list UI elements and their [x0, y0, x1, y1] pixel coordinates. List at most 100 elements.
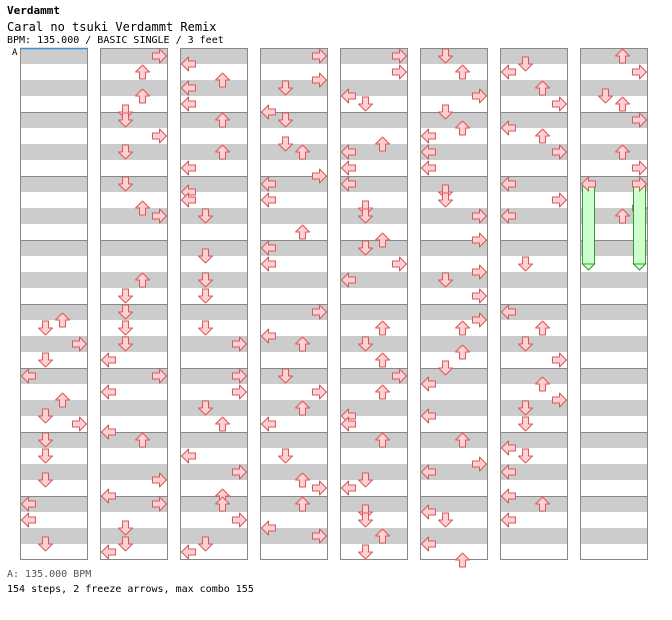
- chart-summary: 154 steps, 2 freeze arrows, max combo 15…: [7, 584, 254, 595]
- beat-stripe: [260, 432, 328, 448]
- beat-stripe: [180, 208, 248, 224]
- beat-stripe: [420, 176, 488, 192]
- beat-stripe: [20, 400, 88, 416]
- step-arrow-down: [38, 536, 53, 552]
- beat-stripe: [500, 496, 568, 512]
- beat-stripe: [340, 496, 408, 512]
- chart-column: [580, 48, 648, 560]
- step-arrow-down: [198, 320, 213, 336]
- step-arrow-up: [215, 72, 230, 88]
- beat-stripe: [580, 144, 648, 160]
- beat-stripe: [100, 48, 168, 64]
- step-arrow-left: [181, 80, 196, 96]
- step-arrow-down: [518, 416, 533, 432]
- step-arrow-right: [472, 312, 487, 328]
- beat-stripe: [420, 496, 488, 512]
- beat-stripe: [180, 432, 248, 448]
- step-arrow-up: [535, 320, 550, 336]
- step-arrow-down: [438, 48, 453, 64]
- beat-stripe: [100, 368, 168, 384]
- step-arrow-left: [341, 272, 356, 288]
- step-arrow-left: [21, 512, 36, 528]
- step-arrow-up: [375, 320, 390, 336]
- step-arrow-up: [375, 136, 390, 152]
- step-arrow-down: [118, 336, 133, 352]
- beat-stripe: [420, 240, 488, 256]
- step-arrow-left: [261, 520, 276, 536]
- step-arrow-up: [615, 96, 630, 112]
- freeze-arrow-body: [633, 183, 646, 265]
- beat-stripe: [420, 112, 488, 128]
- step-arrow-left: [101, 488, 116, 504]
- step-arrow-left: [261, 192, 276, 208]
- step-arrow-down: [38, 448, 53, 464]
- step-arrow-left: [341, 416, 356, 432]
- step-arrow-up: [455, 120, 470, 136]
- beat-stripe: [180, 272, 248, 288]
- beat-stripe: [340, 208, 408, 224]
- step-arrow-right: [472, 88, 487, 104]
- beat-stripe: [500, 368, 568, 384]
- beat-stripe: [580, 208, 648, 224]
- step-arrow-right: [312, 48, 327, 64]
- step-arrow-right: [632, 64, 647, 80]
- beat-stripe: [340, 176, 408, 192]
- step-arrow-left: [341, 176, 356, 192]
- step-arrow-left: [181, 448, 196, 464]
- beat-stripe: [180, 368, 248, 384]
- step-arrow-left: [341, 144, 356, 160]
- beat-stripe: [260, 240, 328, 256]
- chart-column: [180, 48, 248, 560]
- beat-stripe: [340, 144, 408, 160]
- beat-stripe: [260, 112, 328, 128]
- step-arrow-left: [261, 176, 276, 192]
- step-arrow-right: [552, 192, 567, 208]
- beat-stripe: [180, 240, 248, 256]
- beat-stripe: [180, 304, 248, 320]
- step-arrow-up: [455, 432, 470, 448]
- step-arrow-right: [152, 48, 167, 64]
- step-arrow-right: [232, 512, 247, 528]
- beat-stripe: [260, 80, 328, 96]
- step-arrow-left: [181, 160, 196, 176]
- step-arrow-down: [118, 288, 133, 304]
- beat-stripe: [420, 464, 488, 480]
- step-arrow-left: [261, 328, 276, 344]
- beat-stripe: [260, 368, 328, 384]
- step-arrow-up: [375, 352, 390, 368]
- beat-stripe: [20, 528, 88, 544]
- step-arrow-up: [55, 312, 70, 328]
- step-arrow-down: [198, 536, 213, 552]
- step-arrow-left: [501, 488, 516, 504]
- beat-stripe: [180, 112, 248, 128]
- beat-stripe: [340, 304, 408, 320]
- step-arrow-down: [278, 80, 293, 96]
- step-arrow-down: [118, 144, 133, 160]
- beat-stripe: [180, 48, 248, 64]
- step-arrow-up: [455, 552, 470, 568]
- step-arrow-left: [421, 128, 436, 144]
- step-arrow-right: [72, 416, 87, 432]
- beat-stripe: [20, 240, 88, 256]
- step-arrow-left: [421, 464, 436, 480]
- step-arrow-up: [295, 144, 310, 160]
- beat-stripe: [580, 304, 648, 320]
- artist-name: Verdammt: [7, 4, 60, 17]
- step-arrow-left: [501, 304, 516, 320]
- chart-column: [260, 48, 328, 560]
- step-arrow-right: [312, 304, 327, 320]
- beat-stripe: [20, 368, 88, 384]
- beat-stripe: [20, 432, 88, 448]
- step-arrow-right: [472, 208, 487, 224]
- step-arrow-down: [438, 104, 453, 120]
- beat-stripe: [340, 368, 408, 384]
- step-arrow-right: [552, 392, 567, 408]
- step-arrow-left: [421, 504, 436, 520]
- beat-stripe: [580, 464, 648, 480]
- chart-column: [20, 48, 88, 560]
- step-arrow-right: [152, 368, 167, 384]
- step-arrow-up: [375, 528, 390, 544]
- beat-stripe: [580, 400, 648, 416]
- beat-stripe: [260, 304, 328, 320]
- step-arrow-up: [375, 384, 390, 400]
